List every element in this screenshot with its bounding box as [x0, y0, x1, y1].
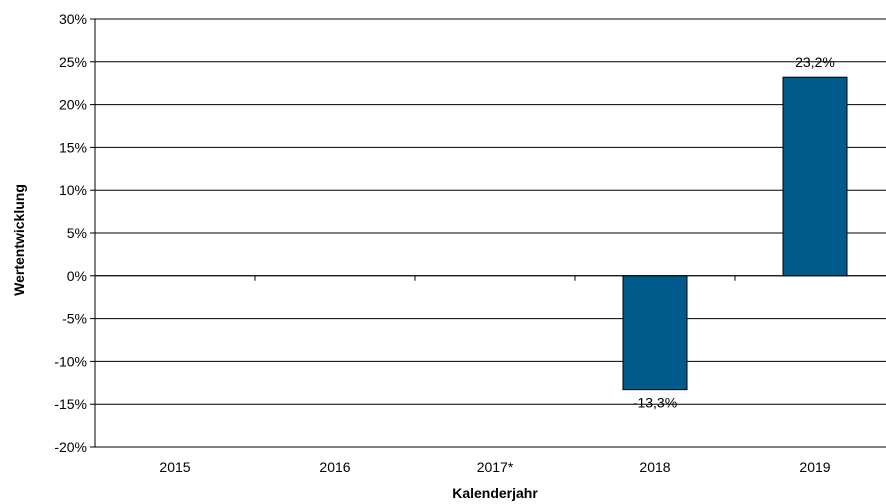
bar-2018: [622, 275, 688, 391]
y-tick-labels: 30% 25% 20% 15% 10% 5% 0% -5% -10% -15% -20%: [54, 11, 87, 455]
y-tick-label: -5%: [62, 311, 87, 327]
grid-lines: [95, 18, 886, 448]
y-tick-label: 30%: [59, 11, 87, 27]
y-tick-label: 25%: [59, 54, 87, 70]
y-tick-label: 15%: [59, 139, 87, 155]
axes: [90, 18, 736, 448]
y-tick-label: -15%: [54, 396, 87, 412]
data-labels: -13,3% 23,2%: [633, 54, 835, 410]
y-tick-label: 20%: [59, 97, 87, 113]
y-axis-title: Wertentwicklung: [11, 184, 27, 296]
x-tick-label: 2016: [319, 459, 350, 475]
x-tick-label: 2018: [639, 459, 670, 475]
bar-2019: [782, 76, 848, 277]
x-tick-label: 2015: [159, 459, 190, 475]
y-tick-label: 0%: [67, 268, 87, 284]
bars: [622, 76, 848, 391]
x-axis-title: Kalenderjahr: [452, 485, 538, 501]
data-label-2019: 23,2%: [795, 54, 835, 70]
y-tick-label: 5%: [67, 225, 87, 241]
x-tick-label: 2017*: [477, 459, 514, 475]
y-tick-label: 10%: [59, 182, 87, 198]
y-tick-label: -20%: [54, 439, 87, 455]
x-tick-labels: 2015 2016 2017* 2018 2019: [159, 459, 830, 475]
x-tick-label: 2019: [799, 459, 830, 475]
data-label-2018: -13,3%: [633, 395, 677, 411]
y-tick-label: -10%: [54, 353, 87, 369]
